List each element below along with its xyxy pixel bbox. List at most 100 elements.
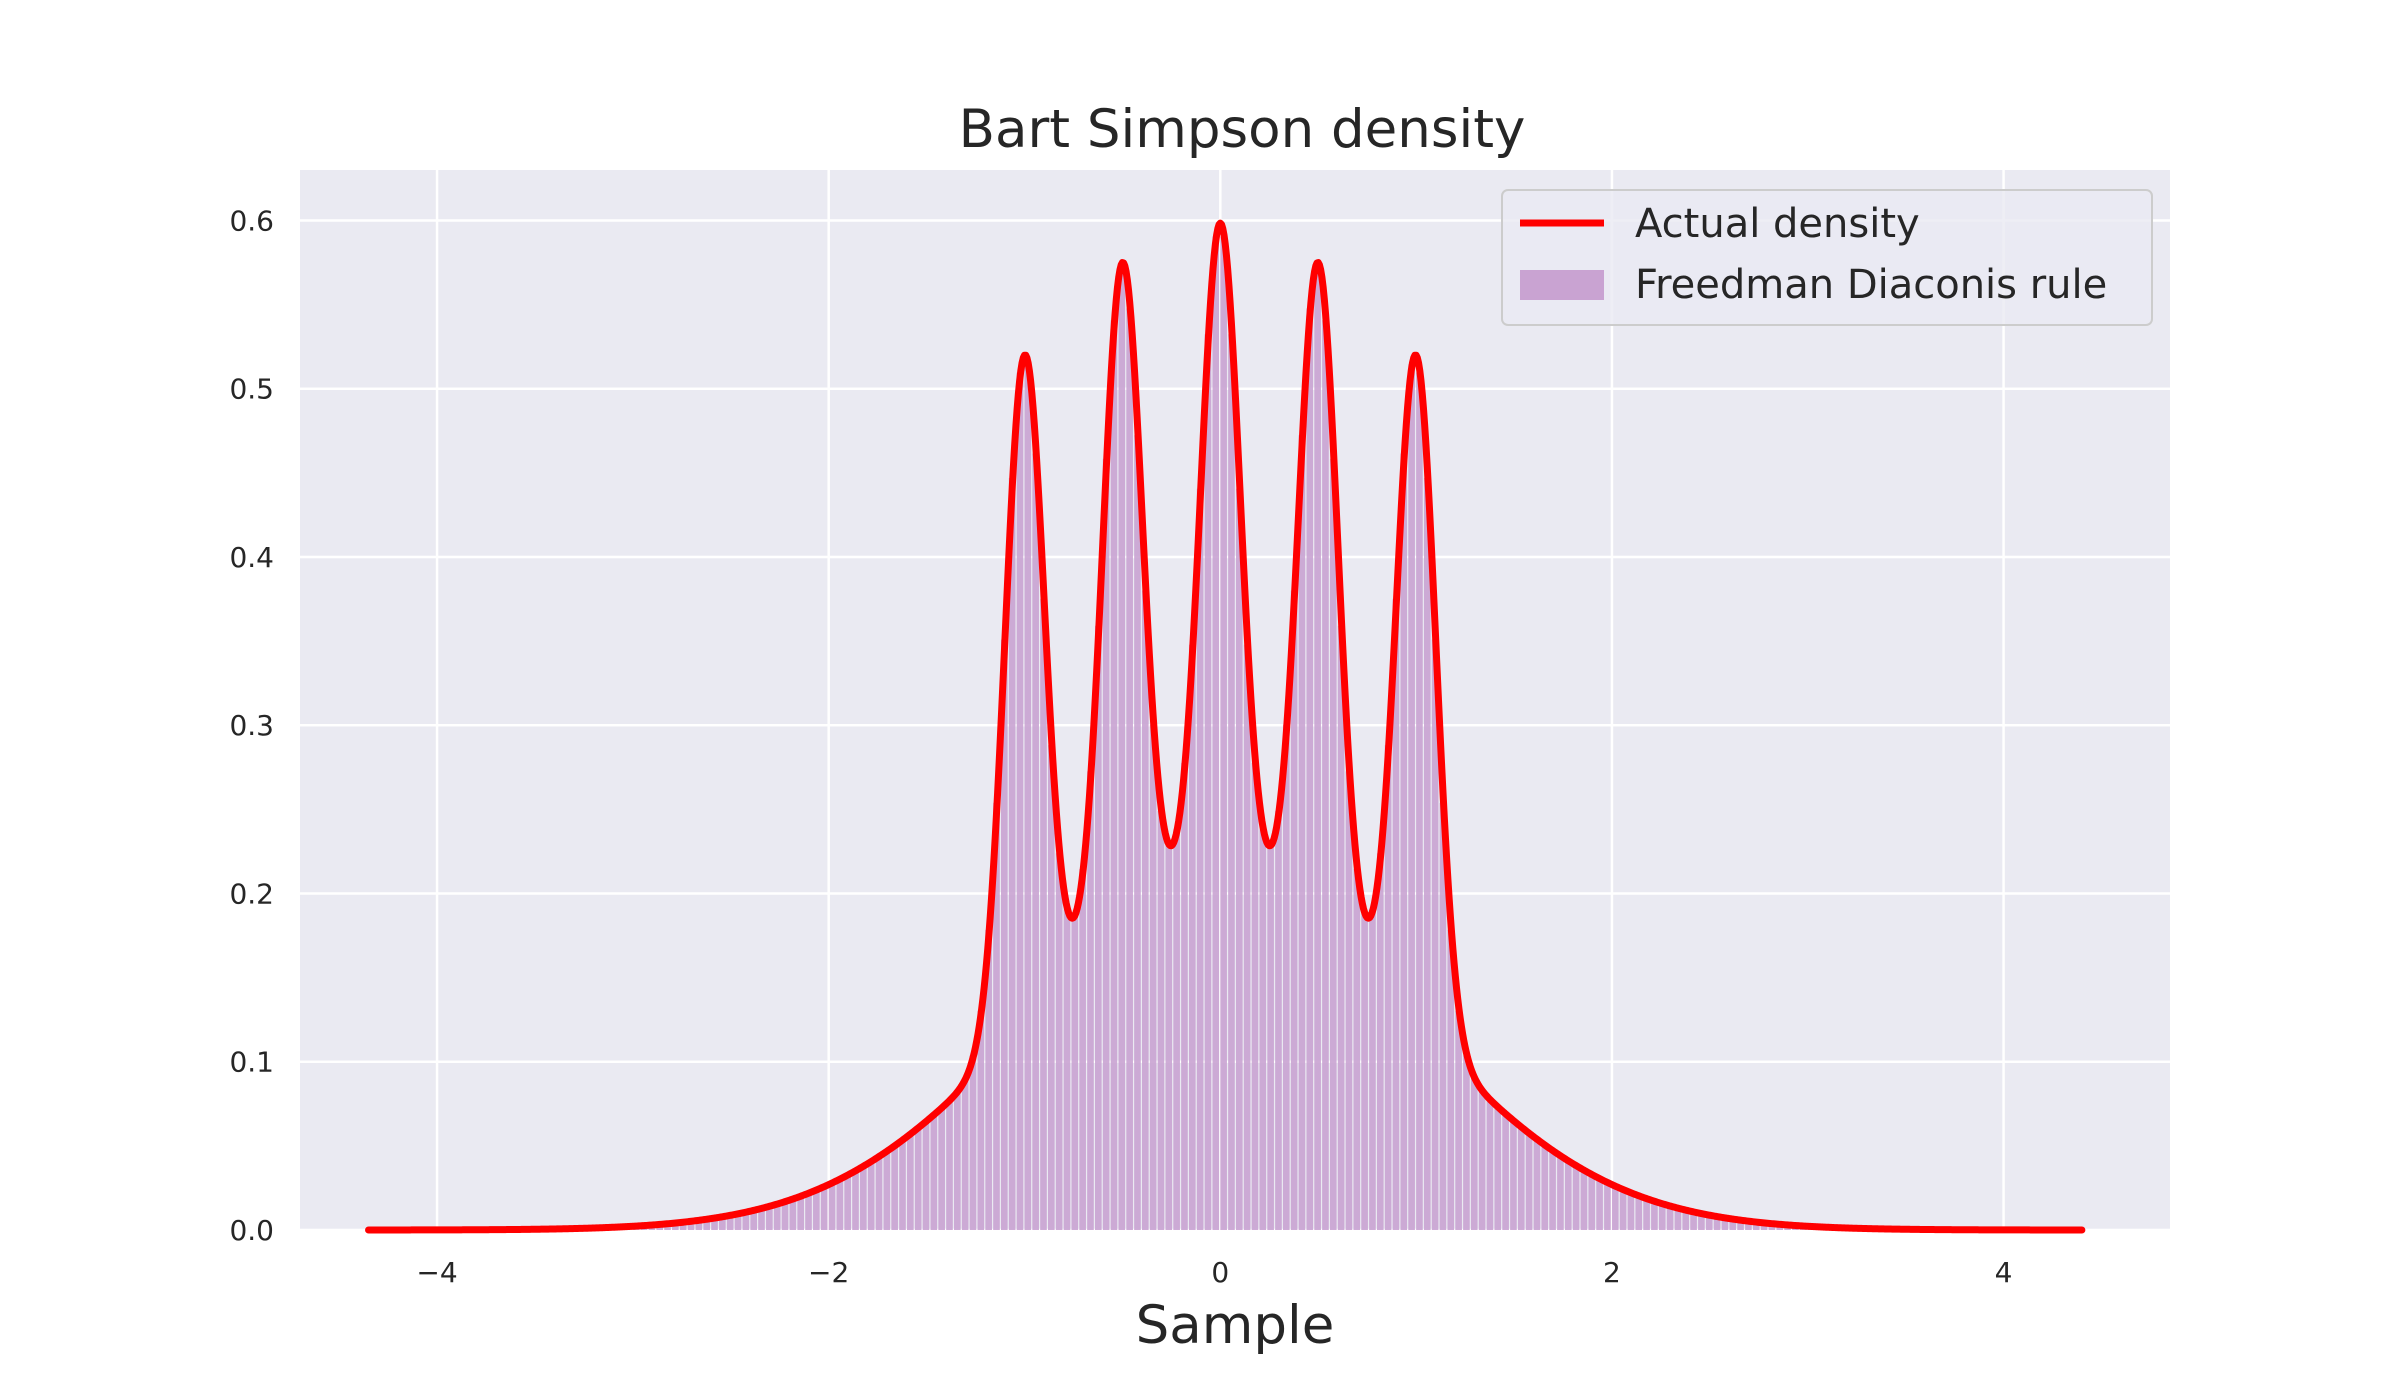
histogram-bar xyxy=(1392,598,1400,1230)
histogram-bar xyxy=(1181,762,1188,1230)
histogram-bar xyxy=(1729,1219,1737,1230)
y-tick-label: 0.3 xyxy=(229,709,274,742)
histogram-bar xyxy=(1439,802,1447,1230)
histogram-bar xyxy=(1369,909,1376,1230)
x-axis-label: Sample xyxy=(1136,1295,1335,1356)
histogram-bar xyxy=(750,1210,757,1230)
histogram-bar xyxy=(1298,435,1306,1230)
histogram-bar xyxy=(1290,590,1298,1230)
histogram-bar xyxy=(852,1170,859,1230)
histogram-bar xyxy=(1721,1217,1729,1230)
histogram-bar xyxy=(1212,236,1220,1231)
histogram-bar xyxy=(1126,308,1133,1230)
histogram-bar xyxy=(1345,771,1353,1230)
histogram-bar xyxy=(1478,1091,1486,1230)
histogram-bar xyxy=(1705,1215,1713,1230)
legend: Actual density Freedman Diaconis rule xyxy=(1501,189,2153,326)
histogram-bar xyxy=(914,1127,922,1230)
histogram-bar xyxy=(1048,745,1055,1230)
histogram-bar xyxy=(961,1078,969,1230)
histogram-bar xyxy=(1658,1203,1666,1230)
histogram-bar xyxy=(1314,262,1321,1230)
histogram-bar xyxy=(1032,453,1039,1230)
legend-box xyxy=(1501,189,2153,326)
y-tick-label: 0.1 xyxy=(229,1046,274,1079)
histogram-bar xyxy=(891,1145,898,1230)
histogram-bar xyxy=(1275,810,1282,1230)
histogram-bars xyxy=(632,236,1846,1231)
histogram-bar xyxy=(1494,1107,1502,1230)
histogram-bar xyxy=(797,1196,804,1230)
histogram-bar xyxy=(1040,598,1047,1230)
histogram-bar xyxy=(844,1174,851,1230)
histogram-bar xyxy=(1361,914,1368,1230)
histogram-bar xyxy=(969,1055,977,1230)
histogram-bar xyxy=(1376,853,1384,1230)
histogram-bar xyxy=(1149,724,1157,1230)
histogram-bar xyxy=(687,1221,695,1230)
histogram-bar xyxy=(1118,262,1126,1230)
histogram-bar xyxy=(1243,644,1251,1230)
histogram-bar xyxy=(930,1114,938,1230)
histogram-bar xyxy=(1760,1222,1768,1230)
histogram-bar xyxy=(1134,435,1141,1230)
histogram-bar xyxy=(883,1150,891,1230)
y-tick-label: 0.0 xyxy=(229,1214,274,1247)
histogram-bar xyxy=(1604,1182,1611,1230)
y-tick-label: 0.4 xyxy=(229,541,274,574)
histogram-bar xyxy=(1572,1165,1580,1230)
histogram-bar xyxy=(813,1189,820,1230)
histogram-bar xyxy=(1619,1189,1627,1230)
histogram-bar xyxy=(1204,334,1212,1230)
histogram-bar xyxy=(828,1182,836,1230)
histogram-bar xyxy=(993,802,1000,1230)
x-tick-label: 0 xyxy=(1211,1256,1229,1289)
histogram-bar xyxy=(1611,1186,1619,1230)
histogram-bar xyxy=(1557,1156,1564,1230)
histogram-bar xyxy=(1024,364,1032,1230)
histogram-bar xyxy=(1337,625,1345,1230)
histogram-bar xyxy=(1752,1222,1760,1230)
histogram-bar xyxy=(1063,909,1071,1230)
histogram-bar xyxy=(1353,869,1361,1230)
histogram-bar xyxy=(1690,1212,1697,1230)
histogram-bar xyxy=(1384,745,1392,1230)
histogram-bar xyxy=(1079,869,1086,1230)
chart-title: Bart Simpson density xyxy=(959,99,1526,160)
y-tick-label: 0.5 xyxy=(229,373,274,406)
histogram-bar xyxy=(1055,853,1063,1230)
histogram-bar xyxy=(1564,1161,1572,1230)
histogram-bar xyxy=(1220,236,1227,1231)
histogram-bar xyxy=(1713,1216,1721,1230)
density-curve xyxy=(365,219,2086,1234)
histogram-bar xyxy=(726,1215,734,1230)
histogram-bar xyxy=(1235,488,1243,1230)
x-tick-label: 2 xyxy=(1603,1256,1621,1289)
histogram-bar xyxy=(1306,308,1314,1230)
histogram-bar xyxy=(867,1161,875,1230)
histogram-bar xyxy=(1282,724,1290,1230)
histogram-bar xyxy=(1517,1127,1525,1230)
y-tick-label: 0.2 xyxy=(229,877,274,910)
histogram-bar xyxy=(1196,488,1204,1230)
histogram-bar xyxy=(1447,929,1455,1230)
histogram-bar xyxy=(977,1010,985,1230)
x-tick-labels: −4 −2 0 2 4 xyxy=(416,1256,2012,1289)
histogram-bar xyxy=(1157,810,1165,1230)
histogram-bar xyxy=(1737,1220,1744,1230)
histogram-bar xyxy=(1267,845,1274,1230)
histogram-bar xyxy=(1322,320,1329,1230)
histogram-bar xyxy=(1141,590,1149,1230)
histogram-bar xyxy=(1228,334,1235,1230)
histogram-bar xyxy=(1486,1099,1494,1230)
x-tick-label: −4 xyxy=(416,1256,457,1289)
histogram-bar xyxy=(820,1186,828,1230)
histogram-bar xyxy=(1541,1145,1549,1230)
histogram-bar xyxy=(711,1217,718,1230)
histogram-bar xyxy=(1455,1010,1462,1230)
histogram-bar xyxy=(773,1203,781,1230)
histogram-bar xyxy=(1525,1133,1533,1230)
histogram-bar xyxy=(1533,1139,1541,1230)
histogram-bar xyxy=(1431,639,1439,1230)
